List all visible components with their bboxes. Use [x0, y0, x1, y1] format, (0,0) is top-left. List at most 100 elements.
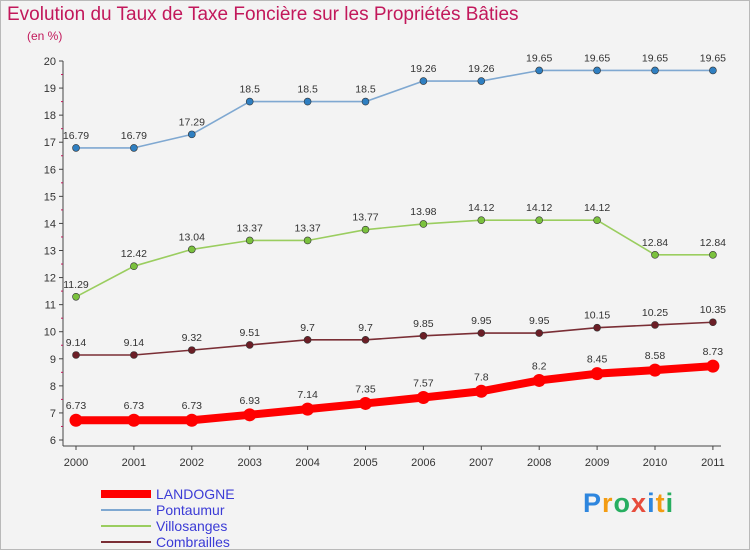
data-point: [243, 408, 257, 422]
data-point: [188, 346, 196, 354]
data-point: [419, 331, 428, 340]
data-label: 6.73: [182, 400, 203, 412]
legend-item-villosanges: Villosanges: [101, 518, 361, 534]
y-tick-label: 15: [44, 191, 56, 203]
data-point: [416, 390, 430, 404]
data-label: 18.5: [239, 84, 260, 96]
data-label: 9.14: [124, 337, 145, 349]
x-tick-label: 2007: [469, 457, 493, 469]
data-label: 9.95: [471, 315, 492, 327]
y-tick-label: 9: [50, 354, 56, 366]
data-point: [185, 413, 199, 427]
y-tick-label: 11: [45, 300, 56, 312]
y-tick-label: 18: [44, 110, 56, 122]
legend-swatch: [101, 490, 151, 498]
data-label: 9.32: [182, 332, 203, 344]
data-point: [535, 329, 544, 337]
data-label: 10.15: [584, 310, 610, 322]
data-label: 6.73: [124, 400, 145, 412]
data-point: [130, 351, 138, 359]
data-point: [477, 216, 486, 224]
data-point: [359, 396, 372, 410]
logo-letter: r: [602, 488, 614, 518]
data-point: [72, 292, 80, 301]
data-label: 9.14: [66, 337, 87, 349]
data-label: 12.84: [642, 237, 668, 249]
data-label: 8.45: [587, 354, 608, 366]
data-point: [709, 318, 717, 327]
data-point: [477, 77, 486, 85]
data-point: [477, 329, 486, 337]
data-point: [130, 262, 138, 271]
data-point: [593, 216, 601, 224]
data-point: [69, 413, 83, 427]
y-tick-label: 20: [44, 56, 56, 68]
legend-label: Pontaumur: [156, 502, 225, 518]
x-tick-label: 2004: [295, 457, 319, 469]
y-tick-label: 19: [44, 83, 56, 95]
line-chart: 6 7 8 9 10 11 12 13 14 15 16 17 18 19 20 2000 2001 2002 20…: [44, 52, 726, 469]
series-line-combrailles: [75, 321, 714, 356]
data-label: 19.65: [526, 52, 552, 64]
logo-letter: t: [655, 488, 666, 518]
x-tick-label: 2009: [585, 457, 609, 469]
data-label: 19.65: [700, 52, 726, 64]
legend: LANDOGNE Pontaumur Villosanges Combrailles: [101, 486, 361, 550]
data-label: 6.93: [239, 395, 260, 407]
x-tick-label: 2005: [353, 457, 377, 469]
data-label: 6.73: [66, 400, 87, 412]
data-label: 10.25: [642, 307, 668, 319]
data-point: [245, 236, 254, 245]
data-point: [535, 66, 544, 75]
data-point: [301, 402, 315, 416]
chart-title: Evolution du Taux de Taxe Foncière sur l…: [7, 4, 519, 25]
data-point: [361, 97, 370, 106]
data-label: 13.04: [179, 231, 205, 243]
y-tick-label: 6: [50, 435, 56, 447]
series-line-villosanges: [75, 219, 714, 298]
x-tick-label: 2002: [180, 457, 204, 469]
y-tick-label: 17: [44, 137, 56, 149]
data-point: [419, 77, 428, 85]
data-point: [72, 144, 80, 152]
data-point: [303, 236, 312, 245]
data-label: 8.2: [532, 360, 547, 372]
data-label: 9.85: [413, 318, 434, 330]
x-tick-label: 2010: [643, 457, 667, 469]
data-label: 14.12: [468, 202, 494, 214]
y-tick-label: 14: [44, 218, 56, 230]
x-tick-label: 2003: [237, 457, 261, 469]
y-tick-label: 16: [44, 164, 56, 176]
legend-swatch: [101, 541, 151, 543]
data-point: [245, 341, 254, 349]
data-label: 12.42: [121, 248, 147, 260]
data-label: 19.26: [468, 63, 494, 75]
data-label: 19.65: [642, 52, 668, 64]
data-label: 7.35: [355, 383, 376, 395]
data-point: [474, 384, 488, 398]
data-point: [706, 359, 720, 373]
data-label: 13.77: [352, 212, 378, 224]
legend-label: Villosanges: [156, 518, 228, 534]
data-label: 7.57: [413, 377, 434, 389]
legend-item-pontaumur: Pontaumur: [101, 502, 361, 518]
data-point: [651, 321, 659, 329]
data-label: 19.26: [410, 63, 436, 75]
legend-item-landogne: LANDOGNE: [101, 486, 361, 502]
logo-letter: o: [613, 488, 632, 518]
data-label: 18.5: [297, 84, 318, 96]
x-tick-label: 2001: [122, 457, 146, 469]
data-point: [303, 97, 312, 106]
legend-label: LANDOGNE: [156, 486, 235, 502]
data-label: 9.95: [529, 315, 550, 327]
data-label: 8.73: [703, 346, 724, 358]
data-point: [651, 251, 659, 259]
legend-label: Combrailles: [156, 534, 230, 550]
data-point: [651, 66, 659, 75]
data-point: [709, 66, 717, 75]
proxiti-logo: Proxiti: [583, 488, 674, 519]
data-label: 18.5: [355, 84, 376, 96]
data-point: [648, 363, 662, 377]
data-point: [590, 367, 604, 381]
